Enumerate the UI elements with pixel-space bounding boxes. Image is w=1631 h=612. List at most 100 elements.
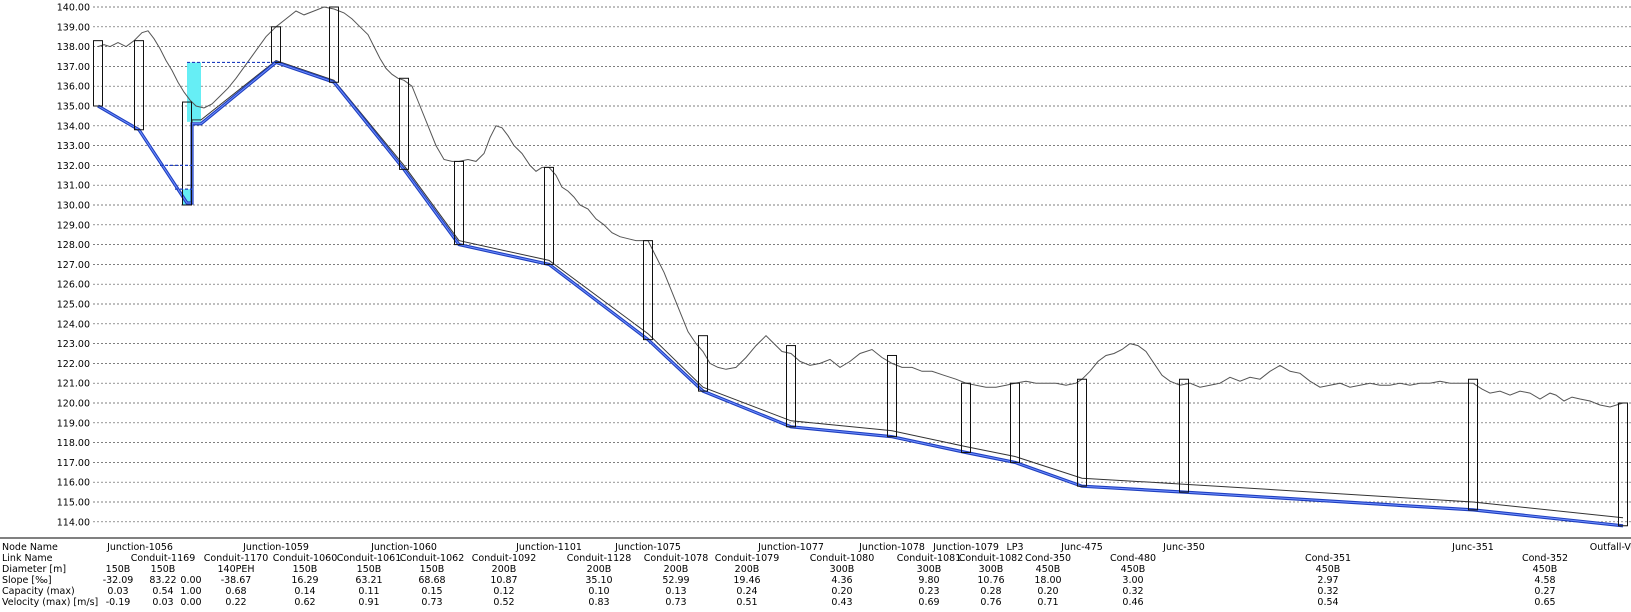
link-slope-cell: 18.00: [1034, 575, 1061, 586]
node-name-cell: Junc-350: [1162, 542, 1205, 553]
node-name-cell: Junction-1101: [515, 542, 582, 553]
node-name-cell: Junc-351: [1451, 542, 1494, 553]
link-velocity-cell: 0.03: [152, 597, 173, 608]
link-diameter-cell: 300B: [979, 564, 1004, 575]
link-name-cell: Conduit-1082: [959, 553, 1024, 564]
link-velocity-cell: 0.76: [980, 597, 1001, 608]
table-row-label: Velocity (max) [m/s]: [2, 597, 98, 608]
manhole: [1468, 378, 1478, 511]
link-velocity-cell: 0.62: [294, 597, 315, 608]
link-name-cell: Conduit-1081: [897, 553, 962, 564]
link-velocity-cell: 0.73: [421, 597, 442, 608]
water-fill-area: [182, 189, 192, 205]
y-tick-label: 134.00: [57, 121, 90, 132]
node-name-cell: LP3: [1006, 542, 1023, 553]
link-velocity-cell: 0.73: [665, 597, 686, 608]
link-diameter-cell: 300B: [917, 564, 942, 575]
link-slope-cell: -38.67: [221, 575, 252, 586]
link-diameter-cell: 200B: [735, 564, 760, 575]
node-name-cell: Junction-1075: [614, 542, 681, 553]
y-tick-label: 132.00: [57, 161, 90, 172]
link-name-cell: Conduit-1079: [715, 553, 780, 564]
link-diameter-cell: 200B: [664, 564, 689, 575]
link-velocity-cell: 0.69: [918, 597, 939, 608]
link-slope-cell: 3.00: [1122, 575, 1143, 586]
y-tick-label: 121.00: [57, 379, 90, 390]
y-tick-label: 129.00: [57, 220, 90, 231]
link-diameter-cell: 200B: [587, 564, 612, 575]
link-name-cell: Cond-352: [1522, 553, 1568, 564]
link-slope-cell: 10.87: [490, 575, 517, 586]
water-level-lines: [160, 61, 276, 190]
node-name-cell: Junction-1077: [757, 542, 824, 553]
link-name-cell: Conduit-1080: [810, 553, 875, 564]
link-slope-cell: 16.29: [291, 575, 318, 586]
link-diameter-cell: 200B: [492, 564, 517, 575]
link-velocity-cell: 0.22: [225, 597, 246, 608]
manhole: [887, 354, 897, 438]
water-fill-area: [187, 62, 201, 122]
link-velocity-cell: 0.54: [1317, 597, 1338, 608]
link-name-cell: Conduit-1060: [273, 553, 338, 564]
y-tick-label: 122.00: [57, 359, 90, 370]
link-capacity-cell: 0.27: [1534, 586, 1555, 597]
link-diameter-cell: 450B: [1316, 564, 1341, 575]
y-axis-labels: 114.00 115.00 116.00 117.00 118.00 119.00 120.…: [57, 3, 90, 529]
link-diameter-cell: 150B: [357, 564, 382, 575]
manhole: [399, 77, 409, 170]
manhole: [329, 6, 339, 83]
manhole: [93, 40, 103, 107]
manhole: [182, 101, 192, 206]
manhole: [961, 382, 971, 454]
y-tick-label: 133.00: [57, 141, 90, 152]
link-name-cell: Cond-350: [1025, 553, 1071, 564]
y-tick-label: 120.00: [57, 399, 90, 410]
link-diameter-cell: 150B: [151, 564, 176, 575]
manhole: [1010, 382, 1020, 463]
table-row-label: Diameter [m]: [2, 564, 66, 575]
y-tick-label: 137.00: [57, 62, 90, 73]
link-diameter-cell: 300B: [830, 564, 855, 575]
link-velocity-cell: 0.00: [180, 597, 201, 608]
link-capacity-cell: 0.23: [918, 586, 939, 597]
y-tick-label: 119.00: [57, 418, 90, 429]
link-capacity-cell: 0.54: [152, 586, 173, 597]
link-diameter-cell: 450B: [1036, 564, 1061, 575]
link-name-cell: Conduit-1061: [337, 553, 402, 564]
manhole: [786, 345, 796, 428]
link-capacity-cell: 0.68: [225, 586, 246, 597]
link-capacity-cell: 0.20: [1037, 586, 1058, 597]
link-velocity-cell: 0.83: [588, 597, 609, 608]
link-capacity-cell: 0.12: [493, 586, 514, 597]
link-slope-cell: 9.80: [918, 575, 939, 586]
link-velocity-cell: 0.71: [1037, 597, 1058, 608]
table-row-label: Capacity (max): [2, 586, 75, 597]
link-name-cell: Conduit-1170: [204, 553, 269, 564]
link-slope-cell: 52.99: [662, 575, 689, 586]
manhole: [643, 240, 653, 341]
link-slope-cell: 35.10: [585, 575, 612, 586]
link-slope-cell: 19.46: [733, 575, 760, 586]
link-diameter-cell: 140PEH: [217, 564, 254, 575]
link-slope-cell: -32.09: [103, 575, 134, 586]
node-name-cell: Junction-1059: [242, 542, 309, 553]
link-capacity-cell: 1.00: [180, 586, 201, 597]
node-name-cell: Junc-475: [1060, 542, 1103, 553]
manholes: [93, 6, 1628, 527]
link-slope-cell: 4.58: [1534, 575, 1555, 586]
y-tick-label: 127.00: [57, 260, 90, 271]
node-name-cell: Outfall-Vu: [1590, 542, 1631, 553]
link-velocity-cell: 0.91: [358, 597, 379, 608]
link-capacity-cell: 0.15: [421, 586, 442, 597]
table-row-label: Slope [‰]: [2, 575, 52, 586]
manhole: [271, 26, 281, 63]
manhole: [544, 166, 554, 265]
node-name-cell: Junction-1078: [858, 542, 925, 553]
link-slope-cell: 10.76: [977, 575, 1004, 586]
link-capacity-cell: 0.28: [980, 586, 1001, 597]
link-slope-cell: 2.97: [1317, 575, 1338, 586]
y-tick-label: 117.00: [57, 458, 90, 469]
link-name-cell: Cond-351: [1305, 553, 1351, 564]
link-velocity-cell: -0.19: [106, 597, 131, 608]
